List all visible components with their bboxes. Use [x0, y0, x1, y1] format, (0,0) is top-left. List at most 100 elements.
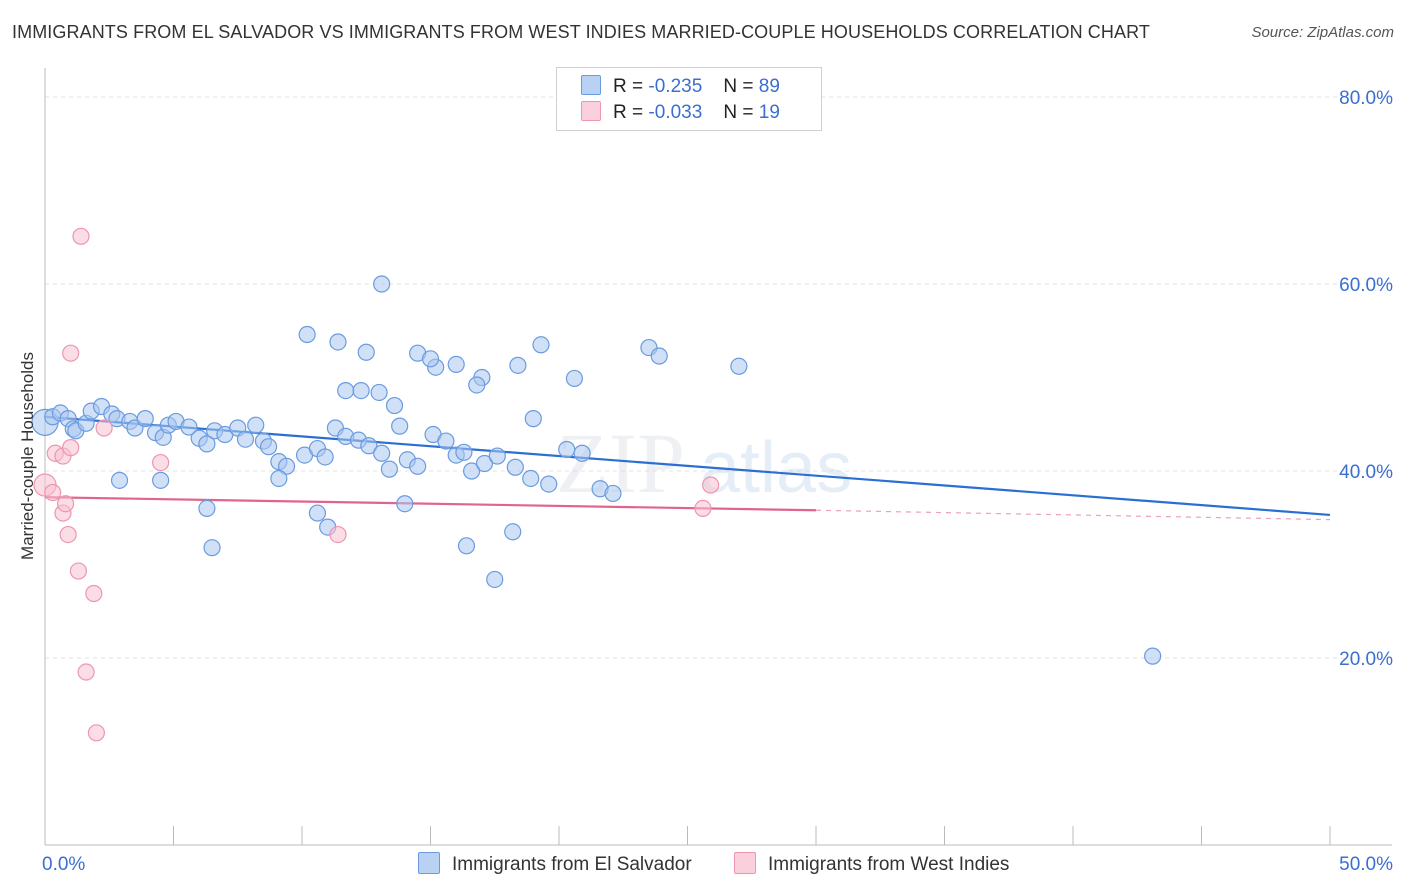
data-point-el-salvador — [198, 435, 216, 453]
data-point-el-salvador — [650, 347, 668, 365]
n-label: N = — [723, 102, 754, 123]
data-point-el-salvador — [524, 410, 542, 428]
data-point-el-salvador — [259, 438, 278, 456]
data-point-el-salvador — [463, 462, 481, 480]
data-point-el-salvador — [373, 444, 391, 462]
y-tick-label: 20.0% — [1339, 649, 1393, 670]
correlation-legend: R = -0.235 N = 89 R = -0.033 N = 19 — [556, 67, 822, 131]
data-point-el-salvador — [270, 469, 288, 488]
r-value: -0.235 — [648, 76, 703, 97]
legend-row-west-indies: R = -0.033 N = 19 — [581, 101, 780, 125]
n-value: 89 — [758, 76, 780, 97]
data-point-el-salvador — [198, 499, 216, 517]
axes — [44, 68, 1392, 846]
legend-row-el-salvador: R = -0.235 N = 89 — [581, 75, 780, 99]
data-point-west-indies — [62, 344, 80, 362]
data-point-el-salvador — [573, 444, 591, 462]
n-label: N = — [723, 76, 754, 97]
data-point-el-salvador — [409, 457, 427, 475]
data-point-el-salvador — [152, 471, 170, 489]
bottom-legend-el-salvador: Immigrants from El Salvador — [418, 852, 692, 876]
data-point-el-salvador — [509, 356, 527, 374]
data-point-el-salvador — [352, 381, 370, 400]
data-point-el-salvador — [385, 396, 404, 415]
r-label: R = — [613, 76, 644, 97]
data-point-el-salvador — [468, 376, 486, 394]
x-tick-label: 0.0% — [42, 854, 85, 875]
data-point-el-salvador — [532, 336, 550, 354]
n-value: 19 — [758, 102, 780, 123]
data-point-west-indies — [152, 453, 170, 472]
data-point-el-salvador — [437, 432, 455, 450]
data-point-el-salvador — [370, 383, 388, 402]
chart-title: IMMIGRANTS FROM EL SALVADOR VS IMMIGRANT… — [12, 22, 1150, 42]
legend-label: Immigrants from El Salvador — [452, 854, 692, 875]
data-point-el-salvador — [730, 357, 748, 375]
data-point-west-indies — [702, 476, 720, 494]
data-point-el-salvador — [558, 440, 576, 459]
data-point-el-salvador — [421, 350, 440, 368]
blue-swatch — [418, 852, 440, 874]
tick-labels: 20.0% 40.0% 60.0% 80.0% 0.0% 50.0% — [42, 88, 1393, 875]
points-el-salvador — [31, 275, 1162, 665]
data-point-west-indies — [69, 562, 88, 580]
data-point-west-indies — [95, 419, 113, 437]
y-tick-label: 80.0% — [1339, 88, 1393, 109]
legend-label: Immigrants from West Indies — [768, 854, 1010, 875]
data-point-el-salvador — [337, 381, 355, 400]
x-tick-label: 50.0% — [1339, 854, 1393, 875]
data-point-el-salvador — [380, 460, 398, 478]
data-point-el-salvador — [396, 495, 414, 513]
data-point-el-salvador — [360, 437, 378, 455]
trend-line-solid — [44, 496, 817, 512]
data-point-el-salvador — [565, 369, 584, 388]
data-point-west-indies — [56, 495, 75, 513]
data-point-el-salvador — [391, 417, 409, 435]
data-point-west-indies — [87, 724, 106, 742]
data-point-west-indies — [77, 663, 95, 681]
data-point-west-indies — [329, 525, 347, 544]
blue-swatch — [581, 75, 601, 95]
trend-line-solid — [44, 415, 1331, 517]
y-axis-label: Married-couple Households — [18, 352, 37, 560]
data-point-el-salvador — [110, 471, 129, 489]
data-point-el-salvador — [247, 416, 265, 434]
data-point-el-salvador — [604, 484, 622, 503]
data-point-el-salvador — [486, 570, 504, 589]
data-point-el-salvador — [1144, 647, 1162, 665]
data-point-west-indies — [85, 584, 103, 603]
data-point-el-salvador — [298, 325, 316, 344]
data-point-el-salvador — [308, 504, 327, 522]
gridlines — [45, 96, 1392, 659]
data-point-west-indies — [72, 227, 90, 245]
data-point-el-salvador — [447, 355, 465, 374]
data-point-el-salvador — [357, 343, 375, 361]
data-point-el-salvador — [540, 475, 558, 493]
r-value: -0.033 — [648, 102, 703, 123]
data-point-el-salvador — [236, 430, 255, 448]
data-point-el-salvador — [329, 333, 347, 351]
data-point-el-salvador — [475, 454, 494, 473]
y-tick-label: 60.0% — [1339, 275, 1393, 296]
data-point-el-salvador — [203, 539, 221, 557]
data-point-el-salvador — [488, 447, 506, 465]
source-label: Source: ZipAtlas.com — [1251, 24, 1394, 41]
data-point-el-salvador — [136, 410, 154, 428]
trend-line-dashed — [815, 509, 1331, 521]
data-point-el-salvador — [522, 469, 540, 488]
r-label: R = — [613, 102, 644, 123]
y-tick-label: 40.0% — [1339, 462, 1393, 483]
data-point-el-salvador — [316, 448, 334, 466]
data-point-west-indies — [59, 525, 77, 544]
trend-line-el-salvador — [44, 415, 1331, 517]
data-point-el-salvador — [504, 523, 522, 541]
data-point-el-salvador — [180, 418, 198, 436]
data-point-el-salvador — [373, 275, 391, 293]
data-point-el-salvador — [457, 537, 476, 555]
data-point-west-indies — [62, 439, 80, 457]
data-point-el-salvador — [277, 457, 296, 475]
data-point-west-indies — [44, 483, 62, 502]
data-point-el-salvador — [455, 443, 473, 461]
points-west-indies — [33, 227, 720, 742]
